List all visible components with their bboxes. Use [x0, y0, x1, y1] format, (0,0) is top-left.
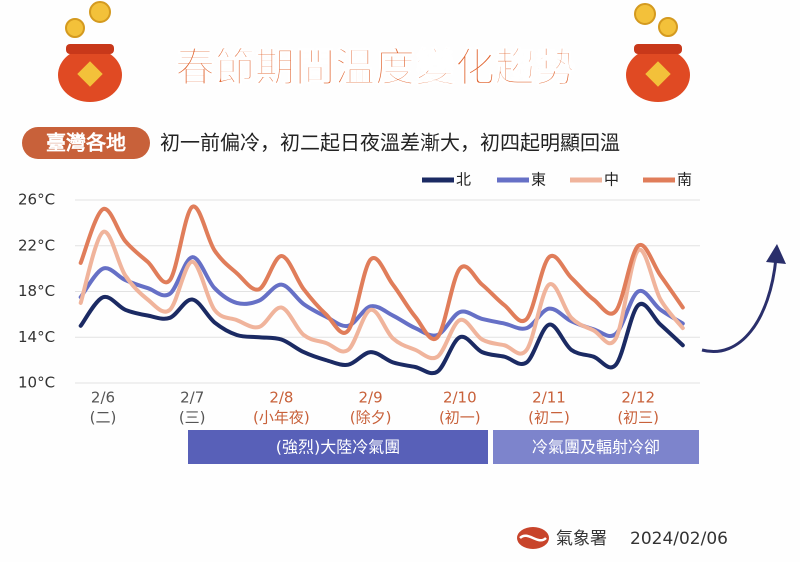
series-line [78, 204, 685, 342]
x-tick-sublabel: (二) [90, 409, 117, 427]
logo [517, 527, 549, 549]
y-tick-label: 14°C [18, 328, 55, 346]
tag: 臺灣各地 [46, 131, 126, 155]
x-tick-sublabel: (小年夜) [253, 409, 310, 427]
series-line [78, 230, 685, 361]
x-tick-label: 2/8 [269, 389, 293, 407]
x-tick-sublabel: (初三) [617, 409, 659, 427]
legend-label: 中 [604, 171, 619, 189]
series-line [78, 294, 685, 376]
subtitle: 初一前偏冷，初二起日夜溫差漸大，初四起明顯回溫 [160, 131, 620, 155]
x-tick-label: 2/12 [621, 389, 655, 407]
chart-title: 春節期間溫度變化趨勢 [175, 45, 575, 91]
x-tick-sublabel: (初一) [439, 409, 481, 427]
x-tick-sublabel: (除夕) [350, 409, 392, 427]
y-tick-label: 18°C [18, 282, 55, 300]
annotation-bar [493, 430, 699, 464]
trend-arrow [701, 257, 778, 353]
plot-area: 10°C 14°C 18°C 22°C 26°C 2/6 (二) 2/7 (三) 2/8 (小年夜)… [18, 191, 700, 427]
x-tick-label: 2/10 [443, 389, 477, 407]
annotation: 冷氣團及輻射冷卻 [532, 438, 660, 457]
legend-label: 東 [531, 171, 546, 189]
x-tick-label: 2/11 [532, 389, 566, 407]
lucky-bag-right [626, 3, 690, 102]
annotation: (強烈)大陸冷氣團 [276, 438, 401, 457]
legend-label: 南 [677, 171, 692, 189]
x-tick-sublabel: (初二) [528, 409, 570, 427]
y-tick-label: 10°C [18, 374, 55, 392]
tag-background [22, 127, 150, 159]
y-tick-label: 26°C [18, 191, 55, 209]
y-tick-label: 22°C [18, 236, 55, 254]
x-tick-label: 2/6 [91, 389, 115, 407]
date: 2024/02/06 [630, 529, 728, 549]
x-tick-label: 2/7 [180, 389, 204, 407]
trend-arrowhead [766, 244, 786, 264]
lucky-bag-left [58, 1, 122, 102]
x-tick-label: 2/9 [359, 389, 383, 407]
x-tick-sublabel: (三) [179, 409, 206, 427]
source: 氣象署 [556, 529, 607, 549]
legend-label: 北 [456, 171, 471, 189]
annotation-bar [188, 430, 488, 464]
